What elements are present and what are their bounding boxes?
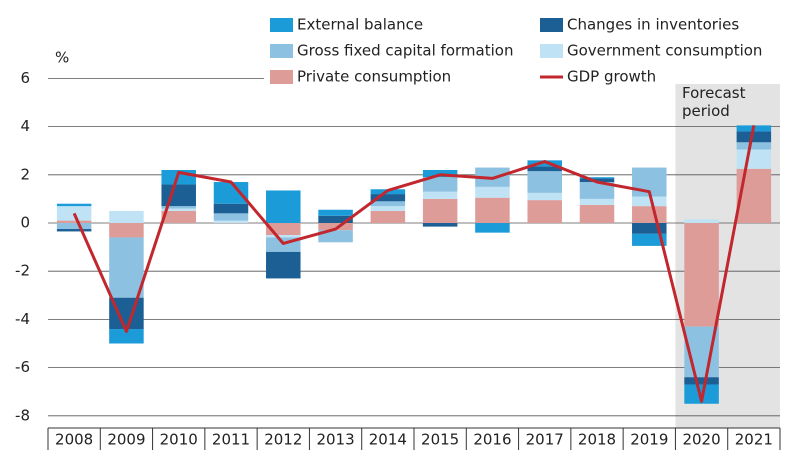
bar-segment: [56, 203, 92, 207]
legend-label: Private consumption: [297, 68, 451, 86]
bar-segment: [422, 223, 458, 227]
y-tick-label: 6: [20, 69, 30, 87]
bar-segment: [684, 219, 719, 223]
legend-label: Changes in inventories: [567, 16, 739, 34]
legend-swatch: [270, 70, 293, 84]
bar-segment: [579, 177, 615, 179]
legend-label: Gross fixed capital formation: [297, 42, 513, 60]
legend-bg: [264, 8, 780, 84]
bar-segment: [579, 182, 615, 199]
bar-segment: [422, 198, 458, 223]
legend-label: External balance: [297, 16, 423, 34]
bar-segment: [736, 131, 772, 143]
bar-segment: [318, 215, 353, 223]
bar-segment: [579, 204, 615, 223]
bar-segment: [213, 220, 249, 223]
bar-segment: [370, 210, 406, 223]
legend-swatch: [270, 18, 293, 32]
x-tick-label: 2019: [630, 431, 668, 449]
y-tick-label: -2: [15, 262, 30, 280]
bar-segment: [579, 198, 615, 205]
x-tick-label: 2016: [473, 431, 511, 449]
bar-segment: [318, 223, 353, 231]
legend-label: Government consumption: [567, 42, 762, 60]
bar-segment: [632, 223, 667, 234]
y-tick-label: 2: [20, 165, 30, 183]
x-tick-label: 2009: [107, 431, 145, 449]
gdp-line: [72, 125, 756, 403]
bar-segment: [161, 206, 196, 209]
x-tick-label: 2013: [316, 431, 354, 449]
bar-segment: [161, 184, 196, 207]
forecast-label: Forecast period: [682, 84, 746, 120]
bar-segment: [736, 168, 772, 223]
bar-segment: [370, 194, 406, 202]
bar-segment: [632, 206, 667, 223]
bar-segment: [56, 223, 92, 230]
x-tick-label: 2015: [421, 431, 459, 449]
bar-segment: [632, 196, 667, 207]
bar-segment: [109, 223, 144, 238]
bar-segment: [370, 201, 406, 207]
x-tick-label: 2014: [369, 431, 407, 449]
bar-segment: [56, 229, 92, 232]
bar-segment: [475, 186, 510, 198]
bar-segment: [527, 171, 562, 193]
bar-segment: [422, 191, 458, 199]
legend-label: GDP growth: [567, 68, 656, 86]
y-tick-label: -6: [15, 358, 30, 376]
bar-segment: [527, 200, 562, 223]
bar-segment: [56, 220, 92, 223]
bar-segment: [161, 210, 196, 223]
x-tick-label: 2011: [212, 431, 250, 449]
y-unit: %: [55, 49, 69, 67]
bar-segment: [370, 206, 406, 211]
x-tick-label: 2021: [735, 431, 773, 449]
x-tick-label: 2017: [526, 431, 564, 449]
bar-segment: [527, 166, 562, 172]
bar-segment: [684, 377, 719, 385]
bar-segment: [213, 213, 249, 221]
x-tick-label: 2020: [682, 431, 720, 449]
bar-segment: [266, 190, 301, 223]
bar-segment: [213, 203, 249, 214]
bar-segment: [527, 160, 562, 167]
x-tick-label: 2018: [578, 431, 616, 449]
legend-swatch: [540, 44, 563, 58]
legend-swatch: [540, 18, 563, 32]
x-tick-label: 2008: [55, 431, 93, 449]
bar-segment: [318, 230, 353, 243]
x-tick-label: 2010: [160, 431, 198, 449]
bar-segment: [736, 142, 772, 150]
bar-segment: [318, 209, 353, 216]
bar-segment: [109, 237, 144, 298]
bar-segment: [475, 197, 510, 223]
bar-segment: [632, 233, 667, 246]
bar-segment: [475, 223, 510, 233]
bar-segment: [266, 235, 301, 238]
bar-segment: [266, 251, 301, 279]
bar-segment: [161, 208, 196, 211]
bar-segment: [736, 149, 772, 169]
legend-swatch: [270, 44, 293, 58]
bar-segment: [527, 192, 562, 201]
bar-segment: [422, 177, 458, 192]
bar-segment: [213, 182, 249, 204]
bar-segment: [109, 329, 144, 344]
x-tick-label: 2012: [264, 431, 302, 449]
bar-segment: [684, 223, 719, 327]
y-tick-label: -4: [15, 310, 30, 328]
y-tick-label: 4: [20, 117, 30, 135]
y-tick-label: -8: [15, 406, 30, 424]
y-tick-label: 0: [20, 214, 30, 232]
bar-segment: [109, 210, 144, 223]
bar-segment: [579, 178, 615, 183]
